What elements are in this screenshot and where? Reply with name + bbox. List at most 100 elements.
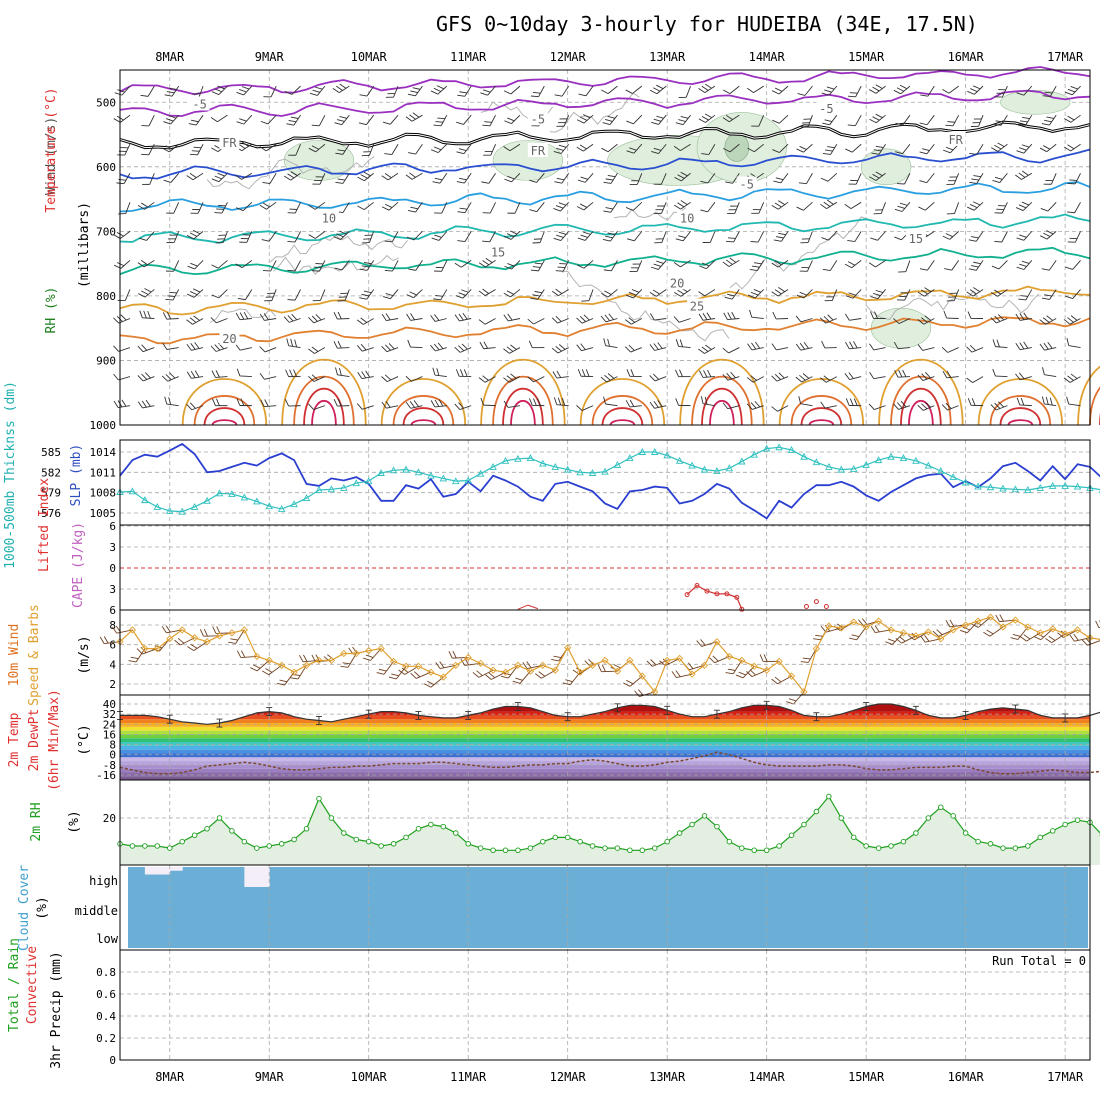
- wind-barb-flag: [726, 372, 733, 380]
- wind-barb-staff: [1075, 231, 1081, 243]
- wind-barb-flag: [601, 664, 606, 672]
- wind-barb-flag: [299, 654, 304, 663]
- wind-barb-flag: [359, 94, 368, 97]
- wind-barb-flag: [992, 368, 996, 377]
- wind-barb-staff: [193, 289, 204, 298]
- wind-barb-flag: [603, 210, 611, 213]
- slp-tick-label: 1014: [90, 446, 117, 459]
- upper-wind-barb: [117, 144, 131, 156]
- wind-barb-flag: [113, 400, 119, 408]
- wind-barb-flag: [360, 174, 368, 179]
- wind-barb-flag: [896, 87, 904, 92]
- wind-barb-staff: [751, 347, 764, 351]
- wind-barb-flag: [969, 204, 978, 209]
- wind-barb-flag: [216, 398, 220, 406]
- wind-barb-flag: [650, 266, 659, 270]
- upper-wind-barb: [919, 143, 935, 155]
- wind-barb-staff: [560, 231, 570, 241]
- wind-barb-flag: [186, 293, 195, 298]
- upper-wind-barb: [308, 346, 326, 354]
- wind-barb-flag: [218, 342, 225, 350]
- upper-wind-barb: [845, 289, 862, 299]
- wind-barb-flag: [434, 234, 442, 238]
- upper-wind-barb: [113, 345, 131, 352]
- wind-barb-staff: [829, 260, 838, 271]
- wind-barb-staff: [953, 289, 960, 301]
- wind-barb-flag: [727, 293, 735, 297]
- wind-barb-flag: [778, 287, 785, 293]
- wind-barb-flag: [1020, 397, 1025, 406]
- wind-barb-flag: [873, 293, 881, 297]
- wind-barb-flag: [1067, 115, 1075, 121]
- wind-barb-staff: [707, 173, 716, 184]
- wind-barb-flag: [983, 631, 991, 637]
- wind-barb-staff: [927, 85, 935, 97]
- wind-barb-flag: [406, 313, 411, 321]
- wind-barb-flag: [656, 260, 664, 264]
- wind-barb-flag: [361, 265, 370, 268]
- surface-wind-barb: [959, 620, 979, 634]
- wind-barb-flag: [1043, 232, 1051, 237]
- wind-barb-flag: [410, 90, 418, 94]
- wind-barb-staff: [437, 143, 448, 153]
- wind-barb-flag: [339, 367, 342, 376]
- wind-barb-flag: [365, 654, 374, 658]
- wind-barb-flag: [531, 125, 540, 127]
- upper-wind-barb: [308, 403, 326, 411]
- wind-barb-flag: [896, 183, 905, 185]
- upper-wind-barb: [285, 369, 301, 378]
- wind-barb-flag: [143, 310, 147, 319]
- wind-barb-staff: [682, 231, 691, 242]
- wind-barb-flag: [192, 288, 201, 293]
- wind-barb-flag: [707, 369, 712, 378]
- wind-barb-flag: [701, 346, 709, 352]
- upper-wind-barb: [654, 231, 667, 244]
- wind-barb-flag: [774, 202, 782, 208]
- upper-wind-barb: [1040, 202, 1057, 212]
- wind-barb-staff: [510, 289, 521, 298]
- wind-barb-flag: [998, 314, 1005, 321]
- wind-barb-staff: [413, 289, 423, 299]
- wind-barb-staff: [727, 376, 740, 381]
- wind-barb-flag: [527, 318, 534, 325]
- wind-barb-staff: [1069, 376, 1081, 383]
- thickness-point: [551, 462, 560, 470]
- temperature-band: [120, 761, 1090, 765]
- upper-wind-barb: [603, 396, 618, 407]
- date-label-bottom: 16MAR: [948, 1070, 985, 1084]
- thickness-point: [638, 448, 647, 455]
- wind-barb-flag: [363, 657, 371, 661]
- temp-minmax-bar: [614, 703, 621, 713]
- wind-barb-staff: [415, 143, 423, 155]
- wind-barb-staff: [264, 405, 277, 408]
- upper-wind-barb: [454, 402, 472, 410]
- wind-barb-flag: [117, 154, 125, 156]
- wind-barb-flag: [363, 261, 372, 265]
- wind-barb-flag: [398, 669, 405, 675]
- surface-wind-barb: [363, 648, 382, 661]
- upper-wind-barb: [650, 260, 667, 270]
- upper-wind-barb: [286, 114, 301, 126]
- wind-barb-flag: [336, 85, 343, 91]
- thickness-point: [178, 507, 186, 515]
- wind-speed-point: [402, 662, 410, 670]
- wind-barb-staff: [315, 231, 326, 239]
- wind-barb-flag: [484, 121, 492, 123]
- wind-barb-flag: [235, 343, 241, 351]
- upper-wind-barb: [844, 313, 862, 321]
- rh-point: [813, 808, 820, 815]
- wind-barb-flag: [895, 122, 903, 126]
- upper-wind-barb: [333, 340, 350, 349]
- wind-barb-flag: [607, 373, 615, 379]
- wind-barb-flag: [1021, 144, 1030, 148]
- upper-wind-barb: [162, 311, 179, 320]
- rh-point: [701, 813, 708, 819]
- wind-speed-point: [663, 656, 671, 665]
- wind-barb-flag: [704, 113, 712, 119]
- wind-barb-flag: [434, 177, 443, 181]
- wind-barb-flag: [551, 347, 559, 354]
- cloud-cover-high-gap: [169, 867, 183, 871]
- wind-barb-staff: [977, 616, 991, 628]
- wind-barb-flag: [236, 91, 244, 96]
- wind-barb-flag: [1057, 632, 1064, 638]
